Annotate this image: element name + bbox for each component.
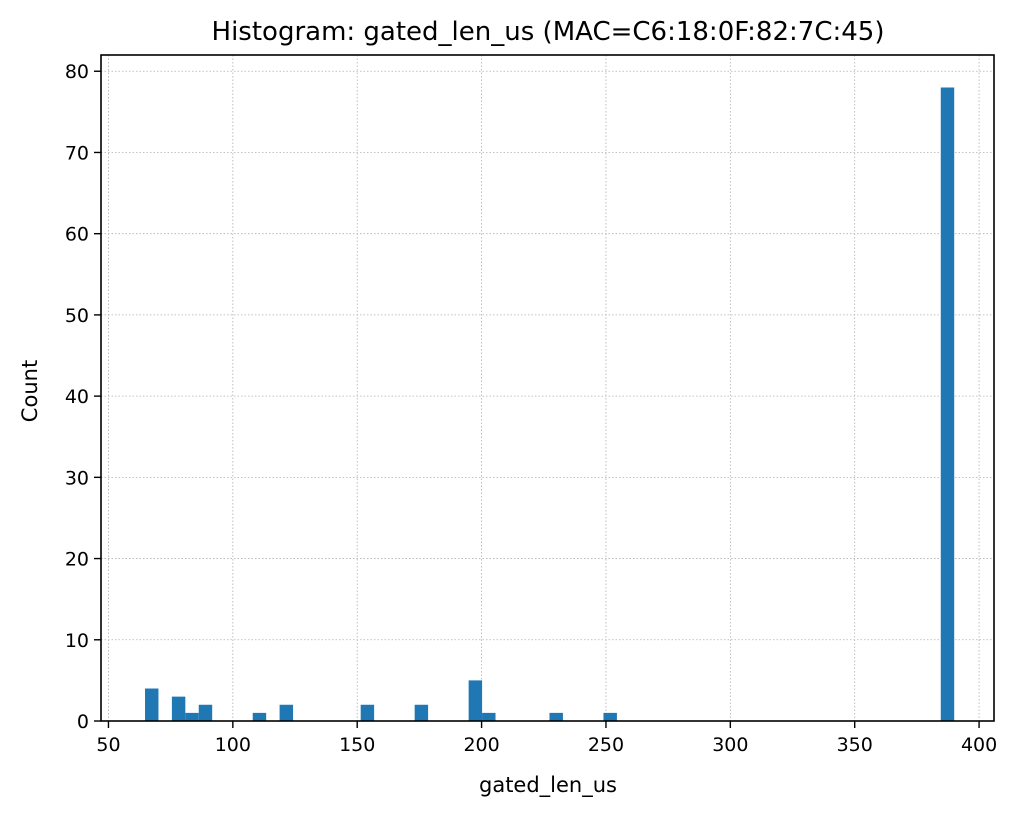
x-tick-label: 100 xyxy=(215,734,251,756)
histogram-bar xyxy=(549,712,563,721)
histogram-bar xyxy=(198,704,213,721)
histogram-bar xyxy=(468,680,483,721)
histogram-bar xyxy=(279,704,294,721)
x-axis-label: gated_len_us xyxy=(479,773,617,798)
x-tick-label: 200 xyxy=(463,734,499,756)
x-tick-label: 150 xyxy=(339,734,375,756)
y-tick-label: 10 xyxy=(65,630,89,652)
histogram-bar xyxy=(185,712,199,721)
histogram-bar xyxy=(940,87,955,722)
histogram-bar xyxy=(171,696,186,721)
y-tick-label: 50 xyxy=(65,305,89,327)
grid-layer xyxy=(101,55,994,722)
x-tick-label: 350 xyxy=(837,734,873,756)
x-tick-label: 300 xyxy=(712,734,748,756)
y-axis-label: Count xyxy=(18,360,42,422)
chart-title: Histogram: gated_len_us (MAC=C6:18:0F:82… xyxy=(212,17,885,47)
histogram-bar xyxy=(145,688,159,721)
histogram-bar xyxy=(414,704,429,721)
y-tick-label: 20 xyxy=(65,549,89,571)
histogram-bar xyxy=(252,712,267,721)
ticks-layer: 50 100 150 200 250 300 350 400 0 10 20 30 40 50 60 70 80 xyxy=(65,61,997,756)
x-tick-label: 400 xyxy=(961,734,997,756)
y-tick-label: 80 xyxy=(65,61,89,83)
y-tick-label: 30 xyxy=(65,467,89,489)
histogram-bar xyxy=(360,704,375,721)
x-tick-label: 250 xyxy=(588,734,624,756)
bars-layer xyxy=(145,87,955,722)
plot-frame xyxy=(100,54,995,722)
x-tick-label: 50 xyxy=(96,734,120,756)
y-tick-label: 0 xyxy=(77,711,89,733)
histogram-bar xyxy=(603,712,617,721)
y-tick-label: 60 xyxy=(65,224,89,246)
y-tick-label: 70 xyxy=(65,142,89,164)
histogram-bar xyxy=(482,712,496,721)
y-tick-label: 40 xyxy=(65,386,89,408)
